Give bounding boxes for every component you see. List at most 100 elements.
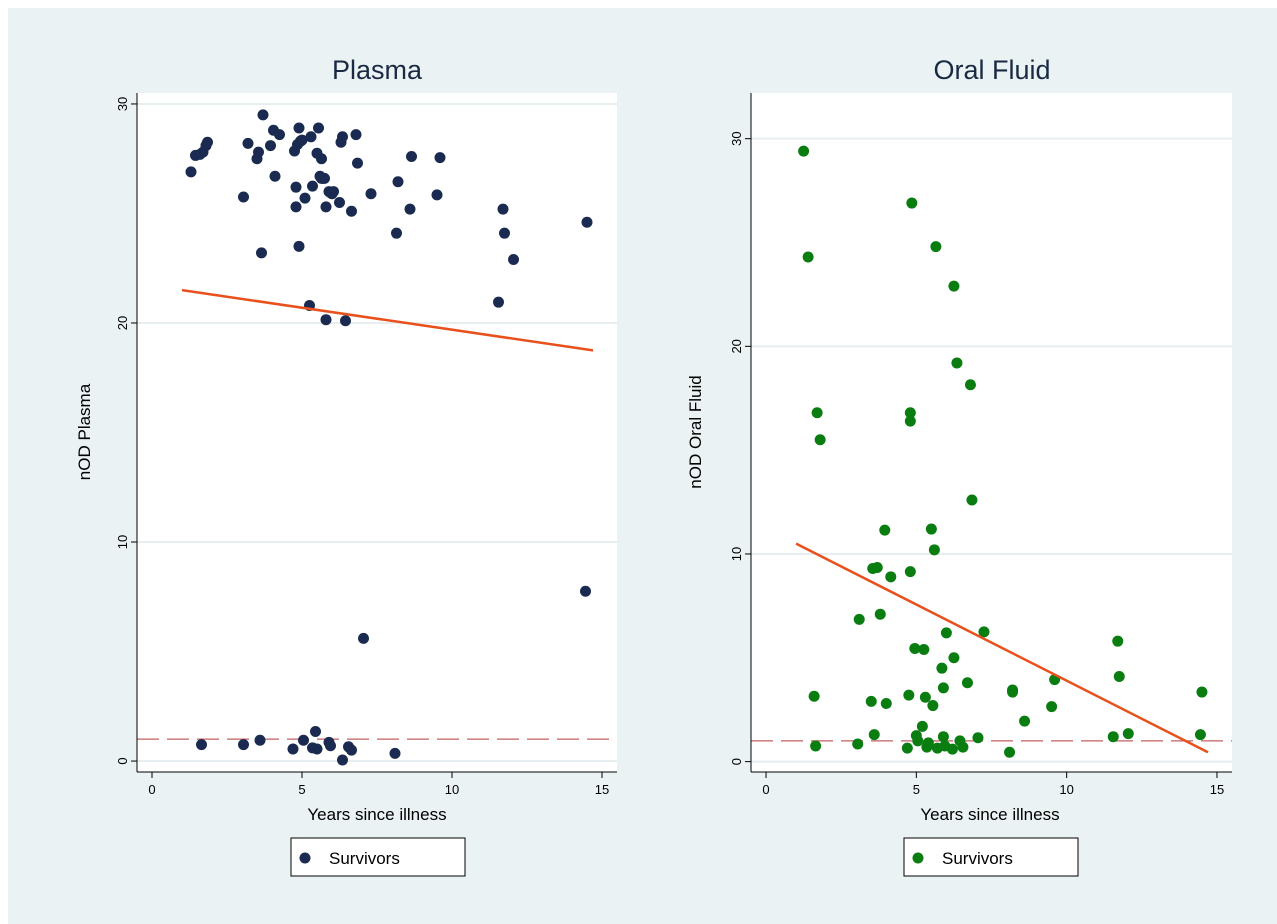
plasma-point bbox=[254, 734, 266, 746]
plasma-legend-label: Survivors bbox=[329, 849, 400, 868]
plasma-y-ticks: 0 10 20 30 bbox=[115, 97, 137, 765]
oral-fluid-point bbox=[918, 643, 930, 655]
oral-fluid-plot-area bbox=[751, 93, 1232, 772]
oral-fluid-point bbox=[1107, 731, 1119, 743]
oral-fluid-legend-box bbox=[903, 837, 1079, 877]
plasma-point bbox=[389, 747, 401, 759]
plasma-point bbox=[404, 203, 416, 215]
oral-fluid-point bbox=[1113, 670, 1125, 682]
plasma-point bbox=[365, 188, 377, 200]
oral-fluid-point bbox=[1112, 635, 1124, 647]
plasma-point bbox=[325, 740, 336, 752]
plasma-point bbox=[307, 180, 318, 192]
oral-fluid-point bbox=[966, 494, 978, 506]
plasma-point bbox=[310, 725, 321, 737]
plasma-point bbox=[346, 744, 357, 756]
plasma-point bbox=[391, 227, 402, 239]
plasma-points bbox=[185, 109, 593, 766]
plasma-y-tick-label-20: 20 bbox=[115, 316, 130, 330]
plasma-point bbox=[508, 253, 519, 265]
oral-fluid-point bbox=[1196, 686, 1208, 698]
plasma-point bbox=[238, 739, 249, 751]
plasma-y-axis-label: nOD Plasma bbox=[75, 383, 94, 480]
plasma-y-tick-label-30: 30 bbox=[115, 97, 130, 111]
oral-fluid-point bbox=[865, 695, 877, 707]
plasma-point bbox=[202, 136, 213, 148]
oral-fluid-point bbox=[906, 197, 918, 209]
oral-fluid-x-tick-label-15: 15 bbox=[1210, 782, 1224, 797]
oral-fluid-point bbox=[937, 682, 949, 694]
oral-fluid-x-tick-label-5: 5 bbox=[913, 782, 920, 797]
plasma-point bbox=[293, 240, 305, 252]
oral-fluid-point bbox=[948, 280, 960, 292]
plasma-point bbox=[346, 205, 357, 217]
oral-fluid-point bbox=[946, 743, 958, 755]
oral-fluid-point bbox=[927, 700, 939, 712]
plasma-gridlines bbox=[137, 102, 617, 763]
plasma-point bbox=[340, 315, 351, 327]
plasma-point bbox=[238, 191, 249, 203]
plasma-point bbox=[298, 734, 309, 746]
plasma-panel: 0 10 20 30 0 5 10 15 Plasma nOD Plasma Years s… bbox=[75, 55, 617, 877]
plasma-axes bbox=[136, 93, 617, 773]
plasma-point bbox=[358, 632, 369, 644]
plasma-point bbox=[256, 247, 267, 259]
oral-fluid-point bbox=[964, 379, 976, 391]
plasma-point bbox=[305, 131, 317, 143]
oral-fluid-point bbox=[1194, 729, 1206, 741]
oral-fluid-point bbox=[811, 407, 823, 419]
oral-fluid-point bbox=[903, 689, 915, 701]
plasma-fit-line bbox=[181, 288, 594, 352]
plasma-point bbox=[406, 151, 417, 163]
oral-fluid-point bbox=[951, 357, 963, 369]
plasma-legend-box bbox=[290, 837, 466, 877]
oral-fluid-point bbox=[810, 740, 822, 752]
oral-fluid-legend-marker bbox=[912, 852, 924, 864]
oral-fluid-point bbox=[925, 523, 937, 535]
plasma-point bbox=[320, 314, 332, 326]
oral-fluid-fitted-line bbox=[795, 542, 1209, 754]
oral-fluid-point bbox=[948, 652, 960, 664]
plasma-point bbox=[290, 181, 302, 193]
oral-fluid-point bbox=[978, 626, 990, 638]
oral-fluid-point bbox=[852, 738, 864, 750]
plasma-point bbox=[296, 134, 308, 146]
oral-fluid-fit-line bbox=[795, 542, 1209, 754]
plasma-point bbox=[334, 197, 345, 209]
plasma-x-tick-label-15: 15 bbox=[595, 782, 609, 797]
plasma-point bbox=[337, 754, 348, 766]
plasma-point bbox=[196, 739, 207, 751]
plasma-title: Plasma bbox=[332, 55, 423, 85]
oral-fluid-legend: Survivors bbox=[903, 837, 1079, 877]
plasma-point bbox=[493, 296, 504, 308]
oral-fluid-x-tick-label-0: 0 bbox=[762, 782, 769, 797]
oral-fluid-axes bbox=[750, 93, 1232, 773]
oral-fluid-point bbox=[885, 571, 897, 583]
oral-fluid-point bbox=[936, 662, 948, 674]
oral-fluid-legend-label: Survivors bbox=[942, 849, 1013, 868]
oral-fluid-point bbox=[879, 524, 891, 536]
oral-fluid-point bbox=[808, 690, 820, 702]
oral-fluid-point bbox=[853, 613, 865, 625]
plasma-plot-area bbox=[137, 93, 617, 772]
plasma-point bbox=[274, 129, 285, 141]
plasma-point bbox=[580, 585, 591, 597]
plasma-point bbox=[311, 743, 323, 755]
oral-fluid-point bbox=[961, 677, 973, 689]
oral-fluid-gridlines bbox=[751, 137, 1232, 763]
oral-fluid-point bbox=[937, 731, 949, 743]
plasma-point bbox=[352, 157, 363, 169]
oral-fluid-point bbox=[880, 697, 892, 709]
oral-fluid-point bbox=[1007, 686, 1019, 698]
plasma-point bbox=[242, 137, 254, 149]
oral-fluid-point bbox=[957, 741, 969, 753]
plasma-y-tick-label-0: 0 bbox=[115, 757, 130, 764]
plasma-point bbox=[253, 146, 264, 158]
oral-fluid-title: Oral Fluid bbox=[933, 55, 1050, 85]
plasma-legend-marker bbox=[299, 852, 311, 864]
oral-fluid-point bbox=[1122, 728, 1134, 740]
oral-fluid-point bbox=[912, 735, 924, 747]
oral-fluid-point bbox=[1004, 746, 1016, 758]
oral-fluid-y-tick-label-20: 20 bbox=[729, 339, 744, 353]
